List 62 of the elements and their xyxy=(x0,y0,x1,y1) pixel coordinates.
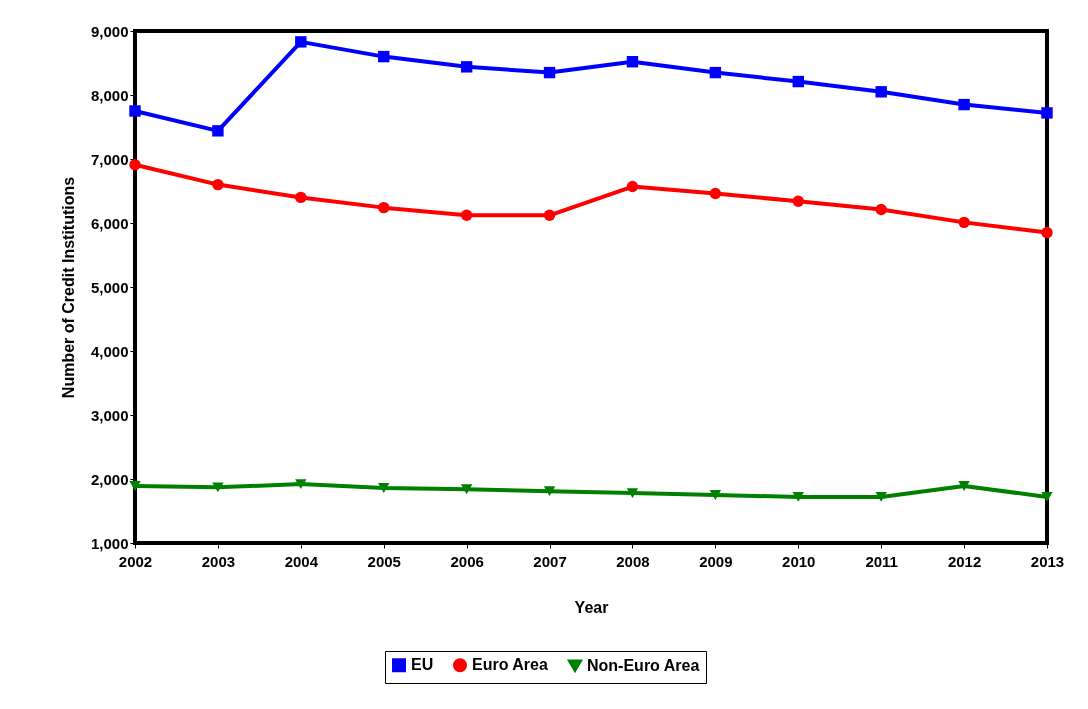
x-tick-label: 2006 xyxy=(450,552,484,570)
point xyxy=(460,484,473,495)
x-tick-label: 2008 xyxy=(616,552,650,570)
x-tick-label: 2007 xyxy=(533,552,567,570)
x-tick-label: 2012 xyxy=(947,552,982,570)
x-tick-label: 2004 xyxy=(284,552,319,570)
point xyxy=(875,86,887,98)
point xyxy=(709,66,722,79)
y-tick-label: 7,000 xyxy=(90,150,129,168)
point xyxy=(378,483,390,493)
point xyxy=(626,180,639,193)
point xyxy=(875,491,887,502)
point xyxy=(709,187,722,200)
point xyxy=(129,481,141,491)
point xyxy=(543,209,556,222)
x-tick-label: 2010 xyxy=(782,552,816,570)
point xyxy=(129,105,141,117)
y-tick-label: 3,000 xyxy=(90,406,129,424)
y-tick-label: 4,000 xyxy=(90,342,129,360)
x-tick-label: 2003 xyxy=(201,552,236,570)
y-tick-label: 2,000 xyxy=(90,470,129,488)
point xyxy=(958,98,970,111)
x-tick-label: 2005 xyxy=(367,552,401,570)
point xyxy=(1041,226,1053,239)
point xyxy=(295,479,307,490)
x-axis-title: Year xyxy=(574,598,609,616)
x-tick-label: 2011 xyxy=(865,552,898,570)
x-tick-label: 2013 xyxy=(1030,552,1065,570)
point xyxy=(1041,491,1053,502)
y-tick-label: 5,000 xyxy=(90,278,129,296)
y-tick-label: 9,000 xyxy=(90,22,129,40)
point xyxy=(378,201,390,214)
point xyxy=(709,490,722,500)
point xyxy=(1041,107,1053,119)
point xyxy=(295,191,307,204)
point xyxy=(792,491,804,502)
x-tick-label: 2009 xyxy=(699,552,733,570)
y-tick-label: 8,000 xyxy=(90,86,129,104)
legend-label: Non-Euro Area xyxy=(587,656,700,674)
point xyxy=(543,486,556,497)
y-tick-label: 6,000 xyxy=(90,214,129,232)
point xyxy=(958,481,970,491)
legend-label: Euro Area xyxy=(472,656,548,674)
point xyxy=(958,216,970,229)
point xyxy=(460,61,473,73)
point xyxy=(129,159,141,171)
point xyxy=(626,56,639,68)
point xyxy=(378,50,390,63)
y-tick-label: 1,000 xyxy=(90,534,129,552)
point xyxy=(792,75,804,88)
point xyxy=(626,488,639,499)
point xyxy=(875,203,887,216)
point xyxy=(212,178,224,191)
legend-label: EU xyxy=(411,656,434,674)
x-tick-label: 2002 xyxy=(118,552,153,570)
point xyxy=(212,125,224,137)
point xyxy=(295,36,307,48)
point xyxy=(460,209,473,222)
point xyxy=(792,195,804,207)
point xyxy=(543,66,556,79)
point xyxy=(212,482,224,493)
y-axis-title: Number of Credit Institutions xyxy=(59,176,77,399)
